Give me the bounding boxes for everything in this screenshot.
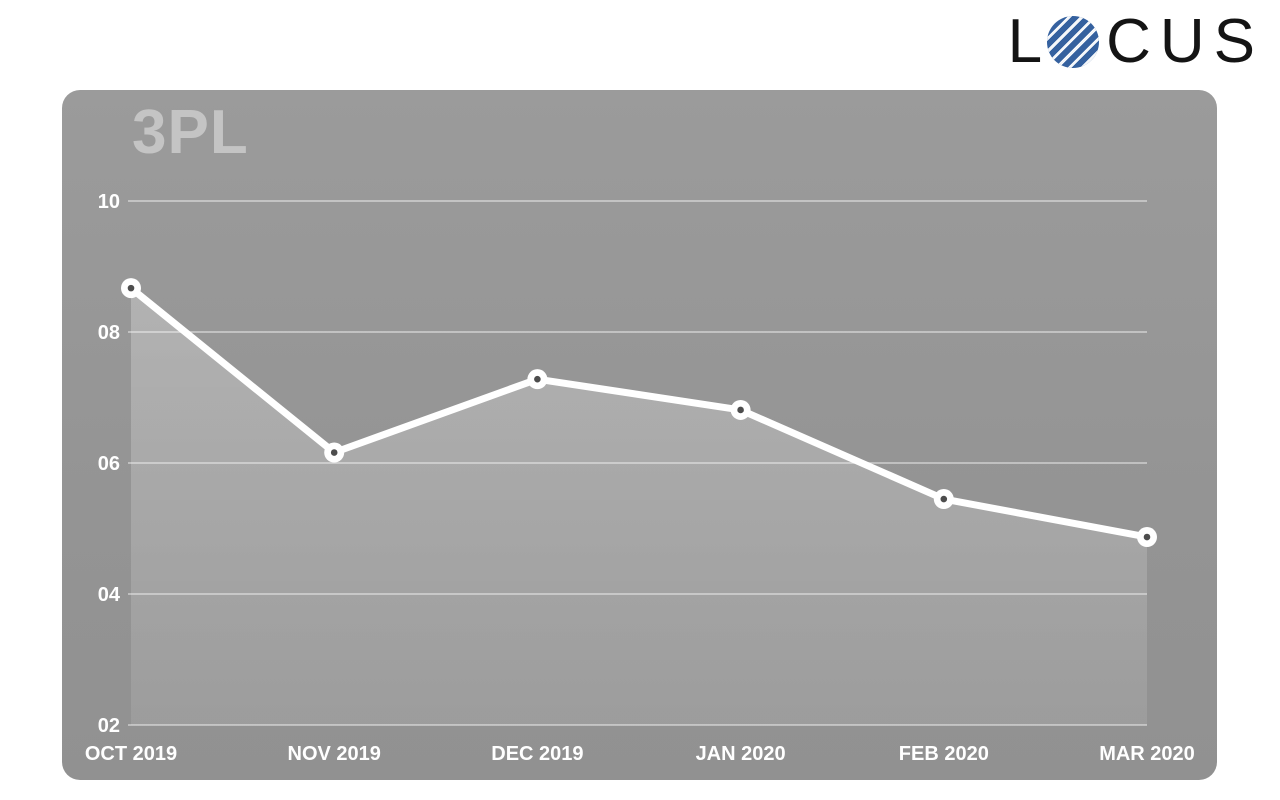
y-tick-label: 08 (98, 322, 120, 344)
locus-logo: L CUS (1008, 10, 1264, 74)
chart-card: 3PL 10 08 06 04 02 OCT 2019 NOV 2019 DEC 2019 JA… (62, 90, 1217, 780)
x-tick-label: NOV 2019 (288, 743, 381, 765)
chart-plot: 10 08 06 04 02 OCT 2019 NOV 2019 DEC 2019 JAN 20… (85, 191, 1195, 765)
data-point-dot (330, 449, 338, 456)
line-chart: 10 08 06 04 02 OCT 2019 NOV 2019 DEC 2019 JAN 20… (85, 191, 1195, 765)
x-tick-label: JAN 2020 (696, 743, 786, 765)
globe-stripes-icon (1047, 16, 1100, 68)
x-tick-label: DEC 2019 (491, 743, 583, 765)
x-tick-label: OCT 2019 (85, 743, 177, 765)
logo-letters-cus: CUS (1106, 7, 1264, 76)
series-area-fill (131, 288, 1147, 725)
logo-letter-l: L (1007, 7, 1043, 76)
data-point-dot (737, 406, 744, 414)
data-point-dot (127, 284, 135, 292)
x-tick-label: MAR 2020 (1099, 743, 1195, 765)
globe-icon (1047, 16, 1100, 68)
x-tick-label: FEB 2020 (899, 743, 989, 765)
data-point-dot (1143, 533, 1151, 541)
y-tick-label: 02 (98, 715, 120, 737)
series-line (127, 284, 1151, 541)
data-point-dot (534, 375, 541, 383)
data-point-dot (940, 495, 948, 503)
chart-title: 3PL (132, 98, 249, 167)
y-tick-label: 06 (98, 453, 120, 475)
y-tick-label: 10 (98, 191, 120, 213)
y-tick-label: 04 (98, 584, 121, 606)
